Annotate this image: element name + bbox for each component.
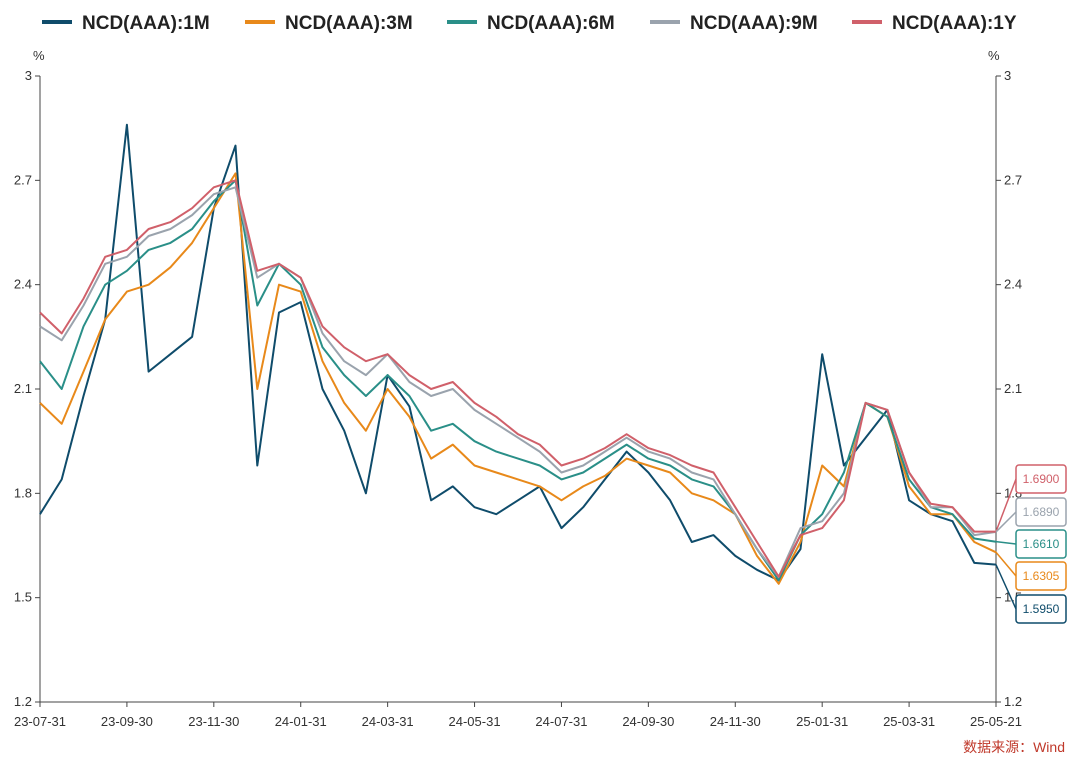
x-tick-label: 24-03-31 (362, 714, 414, 729)
end-value-labels: 1.6900 1.6890 1.6610 1.6305 1.5950 (995, 464, 1067, 624)
y-tick-label-right: 2.1 (1004, 381, 1022, 396)
y-tick-label-right: 3 (1004, 68, 1011, 83)
data-source-note: 数据来源：Wind (963, 739, 1065, 755)
series-line-5 (39, 179, 996, 578)
legend-label-1: NCD(AAA):1M (82, 13, 210, 34)
end-label-connector (995, 551, 1017, 577)
end-label-connector (995, 478, 1017, 532)
x-tick-label: 23-09-30 (101, 714, 153, 729)
end-label-value: 1.6610 (1023, 537, 1060, 551)
end-label-value: 1.5950 (1023, 602, 1060, 616)
series-line-2 (39, 172, 997, 585)
y-tick-label-left: 1.2 (14, 694, 32, 709)
x-tick-label: 25-01-31 (796, 714, 848, 729)
legend: NCD(AAA):1M NCD(AAA):3M NCD(AAA):6M NCD(AAA… (42, 13, 1017, 34)
x-tick-label: 24-01-31 (275, 714, 327, 729)
end-label-value: 1.6890 (1023, 505, 1060, 519)
y-tick-label-left: 3 (25, 68, 32, 83)
axes: % %1.2 1.21.5 1.51.8 1.82.1 2.12.4 2.42.7 2.73 3… (14, 48, 1022, 729)
y-tick-label-left: 2.4 (14, 277, 32, 292)
legend-label-4: NCD(AAA):9M (690, 13, 818, 34)
y-tick-label-left: 2.1 (14, 381, 32, 396)
end-label-box (1015, 529, 1067, 559)
y-tick-label-right: 2.4 (1004, 277, 1022, 292)
end-label-box (1015, 561, 1067, 591)
y-tick-label-left: 1.5 (14, 590, 32, 605)
x-tick-label: 25-05-21 (970, 714, 1022, 729)
y-unit-right: % (988, 48, 1000, 63)
series-lines (39, 123, 997, 585)
y-tick-label-left: 2.7 (14, 172, 32, 187)
x-tick-label: 23-11-30 (188, 714, 239, 729)
series-line-3 (39, 179, 997, 582)
x-tick-label: 24-11-30 (710, 714, 761, 729)
legend-label-2: NCD(AAA):3M (285, 13, 413, 34)
x-tick-label: 24-07-31 (535, 714, 587, 729)
y-tick-label-right: 2.7 (1004, 172, 1022, 187)
end-label-box (1015, 464, 1067, 494)
end-label-value: 1.6900 (1023, 472, 1060, 486)
end-label-connector (995, 540, 1017, 545)
end-label-connector (995, 511, 1017, 533)
end-label-connector (995, 564, 1017, 610)
series-line-4 (39, 186, 997, 578)
y-unit-left: % (33, 48, 45, 63)
y-tick-label-left: 1.8 (14, 485, 32, 500)
x-tick-label: 24-09-30 (622, 714, 674, 729)
legend-label-5: NCD(AAA):1Y (892, 13, 1017, 34)
series-line-1 (39, 123, 997, 582)
end-label-value: 1.6305 (1023, 569, 1060, 583)
legend-label-3: NCD(AAA):6M (487, 13, 615, 34)
x-tick-label: 23-07-31 (14, 714, 66, 729)
end-label-box (1015, 497, 1067, 527)
end-label-box (1015, 594, 1067, 624)
x-tick-label: 24-05-31 (449, 714, 501, 729)
x-tick-label: 25-03-31 (883, 714, 935, 729)
y-tick-label-right: 1.2 (1004, 694, 1022, 709)
